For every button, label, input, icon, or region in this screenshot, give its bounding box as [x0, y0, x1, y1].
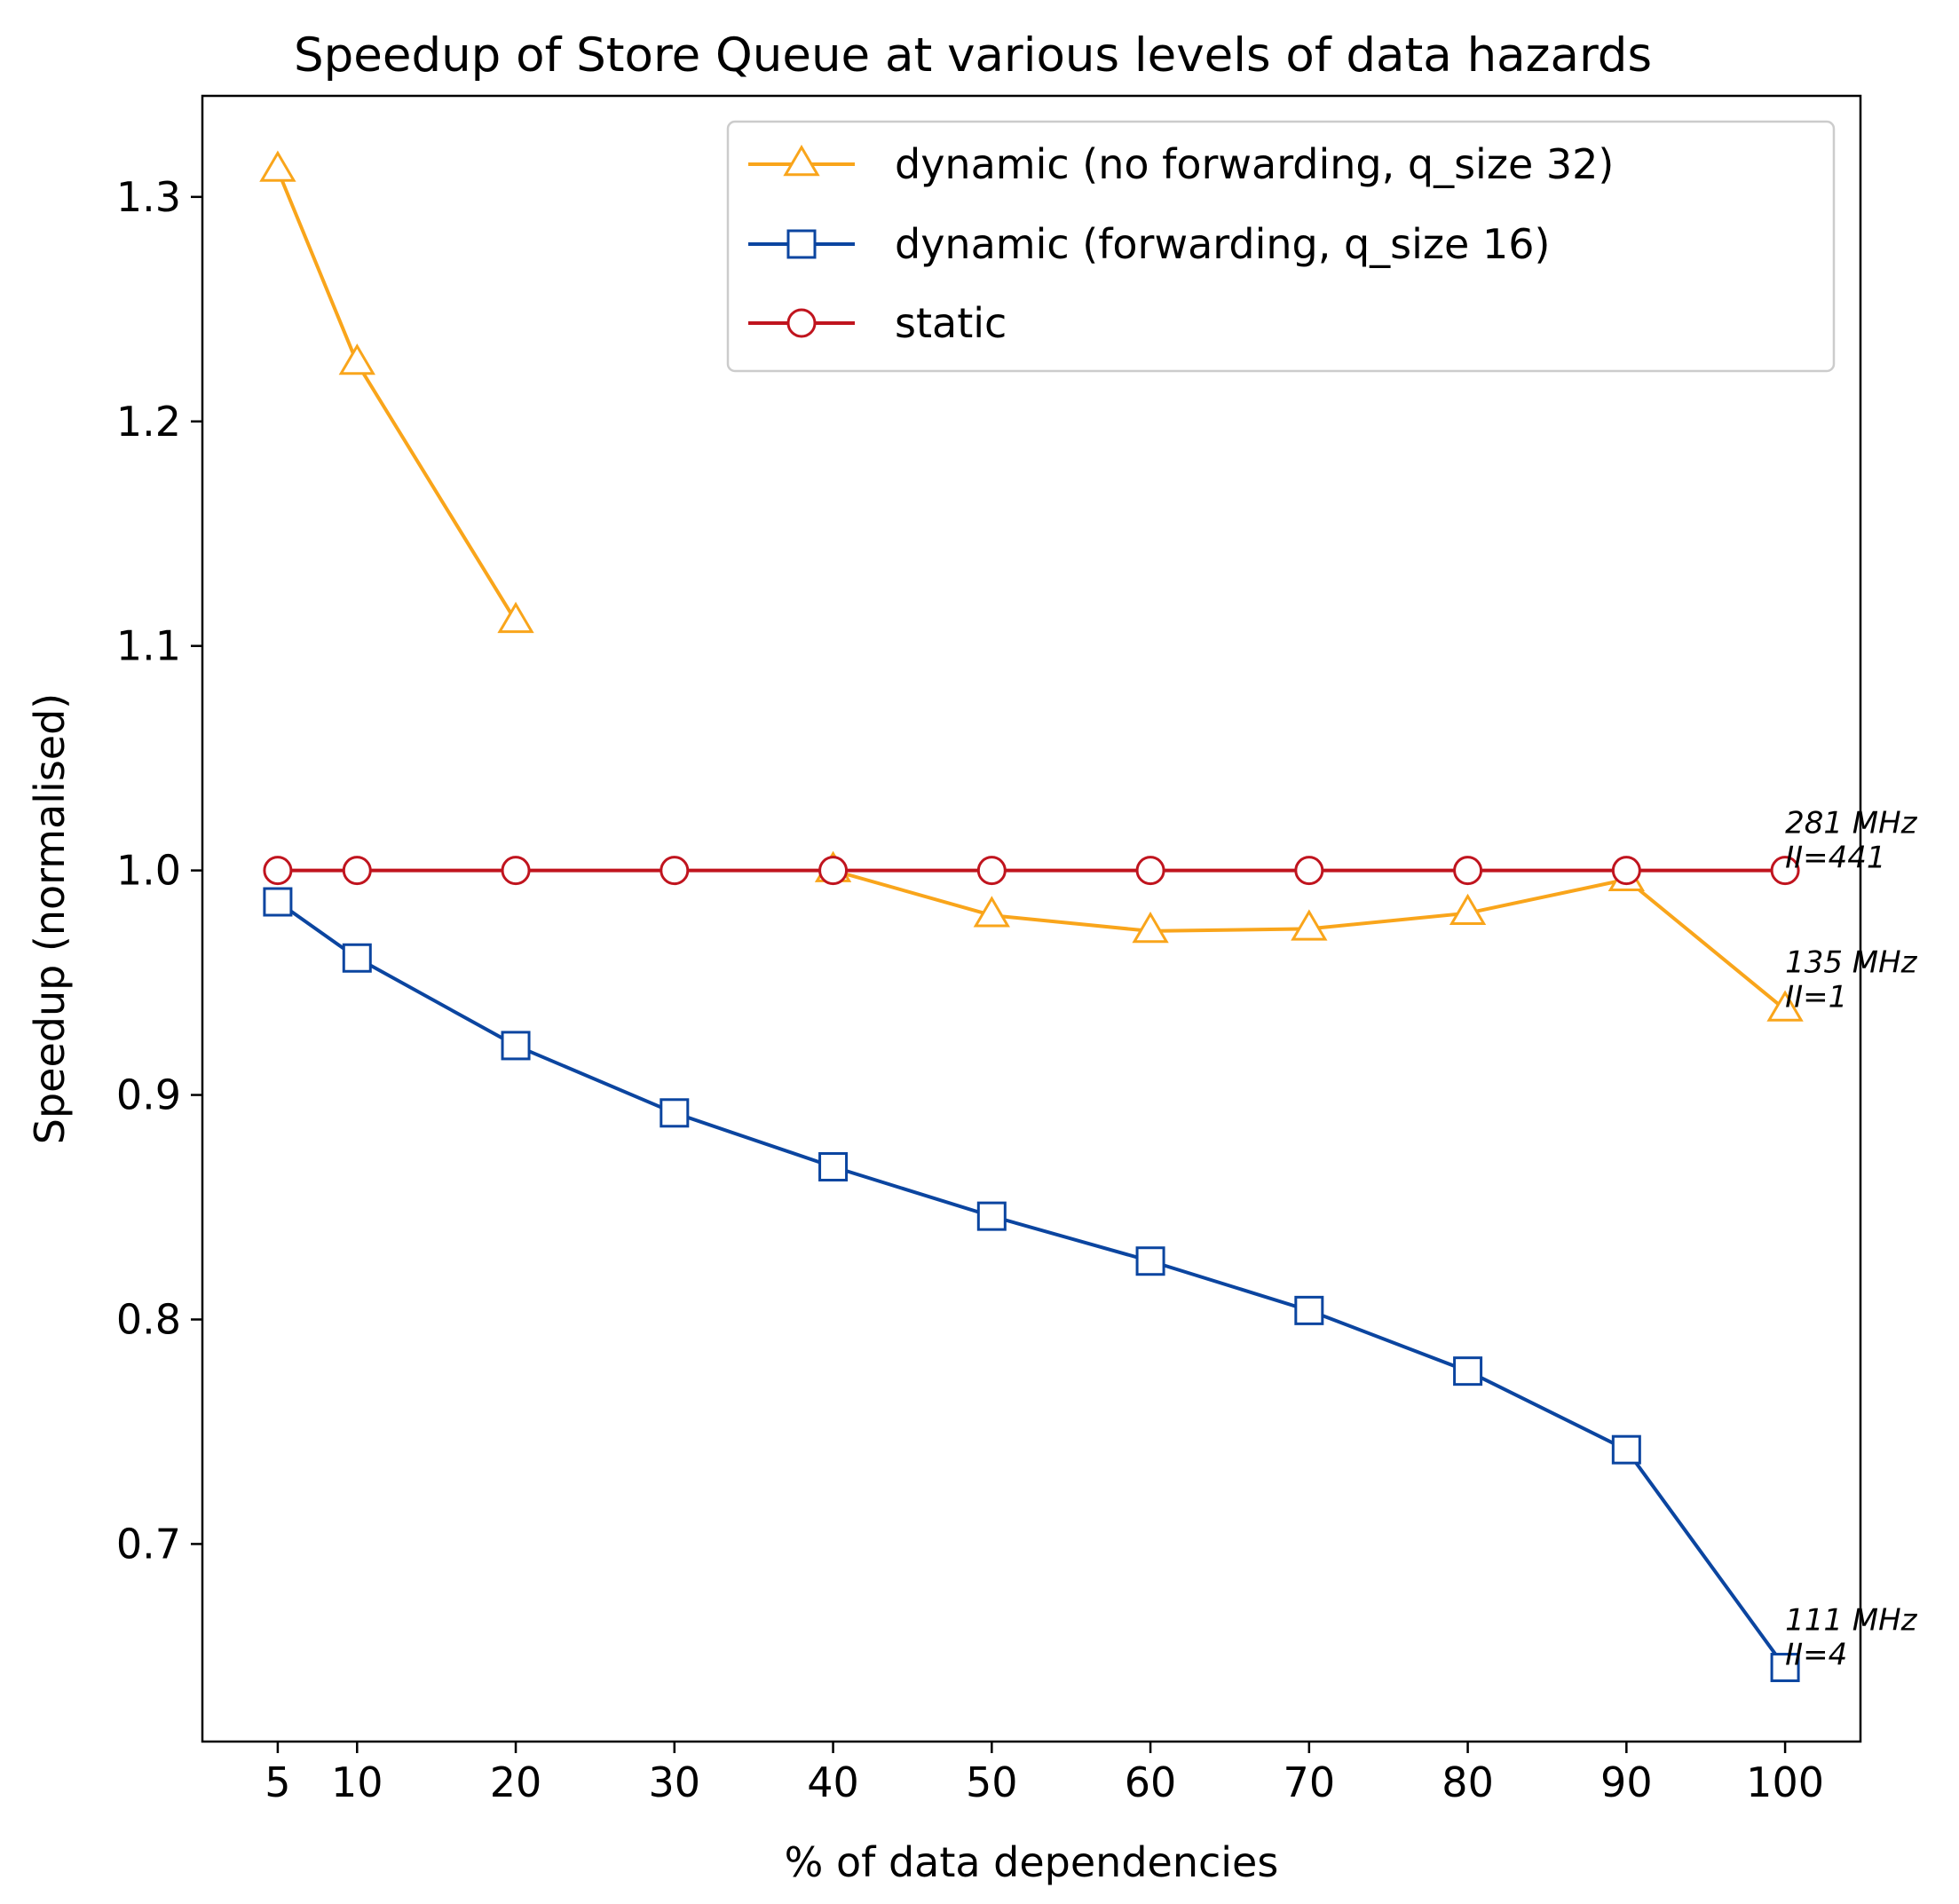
y-axis-label: Speedup (normalised): [26, 693, 74, 1145]
legend-label: static: [895, 299, 1007, 347]
data-point: [338, 344, 375, 375]
annotation-frequency: 281 MHz: [1785, 806, 1918, 841]
data-point: [976, 856, 1007, 886]
data-point: [660, 856, 690, 886]
legend-label: dynamic (no forwarding, q_size 32): [895, 140, 1614, 188]
data-point: [1135, 1246, 1165, 1276]
annotation-ii: II=1: [1785, 979, 1847, 1015]
series-line: [276, 169, 517, 622]
data-point: [259, 150, 296, 182]
legend-box: [726, 120, 1836, 373]
x-axis-label: % of data dependencies: [785, 1838, 1279, 1886]
series-square: [263, 887, 1800, 1683]
y-tick-label: 0.8: [116, 1295, 181, 1343]
data-point: [501, 1031, 531, 1061]
series-circle: [263, 856, 1800, 886]
data-point: [1135, 856, 1165, 886]
data-point: [497, 601, 534, 634]
y-tick-label: 0.7: [116, 1520, 181, 1568]
data-point: [1132, 911, 1169, 944]
x-tick-label: 100: [1746, 1758, 1824, 1806]
data-point: [973, 896, 1010, 928]
data-point: [818, 1151, 849, 1181]
x-tick-label: 50: [966, 1758, 1018, 1806]
legend: dynamic (no forwarding, q_size 32) dynami…: [726, 120, 1836, 373]
legend-marker: [786, 308, 817, 338]
x-tick-label: 5: [265, 1758, 290, 1806]
data-point: [660, 1098, 690, 1128]
data-point: [976, 1201, 1007, 1231]
x-tick-label: 80: [1442, 1758, 1494, 1806]
annotation-frequency: 135 MHz: [1785, 944, 1918, 980]
data-point: [1294, 856, 1324, 886]
series-line: [276, 900, 1787, 1669]
chart-title: Speedup of Store Queue at various levels…: [294, 28, 1652, 83]
series-triangle: [259, 150, 1804, 1022]
data-point: [1449, 893, 1487, 925]
legend-marker: [786, 229, 817, 259]
data-point: [501, 856, 531, 886]
x-tick-label: 30: [649, 1758, 701, 1806]
data-point: [1766, 990, 1804, 1022]
x-tick-label: 90: [1600, 1758, 1653, 1806]
annotation-frequency: 111 MHz: [1785, 1603, 1918, 1639]
series-layer: [259, 150, 1804, 1683]
x-tick-label: 60: [1125, 1758, 1177, 1806]
x-tick-label: 20: [490, 1758, 542, 1806]
data-point: [342, 856, 372, 886]
y-tick-label: 0.9: [116, 1071, 181, 1119]
x-axis: 5 10 20 30 40 50 60 70 80 90 100: [265, 1742, 1824, 1806]
data-point: [263, 856, 293, 886]
plot-area: [201, 94, 1862, 1743]
y-tick-label: 1.0: [116, 847, 181, 895]
x-tick-label: 10: [331, 1758, 383, 1806]
y-tick-label: 1.3: [116, 173, 181, 221]
annotation-ii: II=441: [1785, 841, 1885, 876]
y-tick-label: 1.1: [116, 622, 181, 670]
legend-marker: [783, 145, 820, 177]
data-point: [818, 856, 849, 886]
data-point: [1294, 1295, 1324, 1325]
plot-frame: [201, 94, 1862, 1743]
data-point: [1291, 909, 1328, 941]
data-point: [1611, 856, 1641, 886]
data-point: [1453, 1356, 1483, 1387]
data-point: [263, 887, 293, 917]
x-tick-label: 40: [807, 1758, 859, 1806]
data-point: [1770, 1653, 1800, 1683]
data-point: [342, 943, 372, 973]
data-point: [1611, 1434, 1641, 1465]
y-axis: 0.7 0.8 0.9 1.0 1.1 1.2 1.3: [116, 173, 202, 1568]
annotation-ii: II=4: [1785, 1638, 1847, 1673]
data-point: [1770, 856, 1800, 886]
x-tick-label: 70: [1284, 1758, 1336, 1806]
data-point: [1453, 856, 1483, 886]
y-tick-label: 1.2: [116, 398, 181, 446]
legend-label: dynamic (forwarding, q_size 16): [895, 220, 1550, 268]
